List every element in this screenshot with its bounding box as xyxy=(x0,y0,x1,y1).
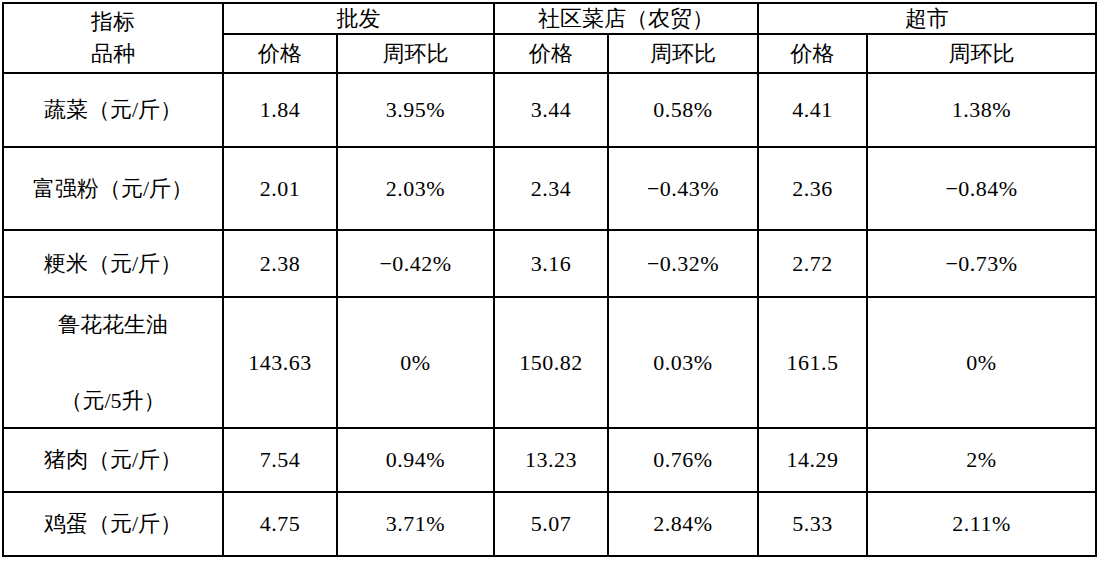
row-label-line1: 猪肉（元/斤） xyxy=(4,446,222,474)
group-header-row: 指标 品种 批发 社区菜店（农贸） 超市 xyxy=(3,3,1096,34)
cell-value: 161.5 xyxy=(758,297,867,428)
row-label: 蔬菜（元/斤） xyxy=(3,73,223,147)
cell-value: 3.44 xyxy=(494,73,608,147)
subheader-wholesale-price: 价格 xyxy=(223,34,337,73)
cell-value: 0.94% xyxy=(337,428,494,492)
cell-value: 143.63 xyxy=(223,297,337,428)
cell-value: 2.11% xyxy=(867,492,1096,556)
cell-value: 0.76% xyxy=(608,428,758,492)
table-row-pork: 猪肉（元/斤） 7.54 0.94% 13.23 0.76% 14.29 2% xyxy=(3,428,1096,492)
subheader-supermarket-wow: 周环比 xyxy=(867,34,1096,73)
cell-value: 0.58% xyxy=(608,73,758,147)
cell-value: 2.36 xyxy=(758,147,867,230)
row-label-line1: 鲁花花生油 xyxy=(58,311,168,339)
cell-value: 1.84 xyxy=(223,73,337,147)
row-label-line1: 蔬菜（元/斤） xyxy=(4,96,222,124)
cell-value: 4.75 xyxy=(223,492,337,556)
group-header-supermarket: 超市 xyxy=(758,3,1096,34)
cell-value: 2.01 xyxy=(223,147,337,230)
cell-value: 2.72 xyxy=(758,230,867,297)
cell-value: 7.54 xyxy=(223,428,337,492)
group-header-wholesale: 批发 xyxy=(223,3,494,34)
cell-value: −0.43% xyxy=(608,147,758,230)
price-comparison-table: 指标 品种 批发 社区菜店（农贸） 超市 价格 周环比 价格 周环比 价格 周环… xyxy=(2,2,1097,557)
cell-value: 13.23 xyxy=(494,428,608,492)
subheader-community-wow: 周环比 xyxy=(608,34,758,73)
cell-value: 0% xyxy=(337,297,494,428)
row-label-line1: 富强粉（元/斤） xyxy=(4,175,222,203)
cell-value: 4.41 xyxy=(758,73,867,147)
row-label-line1: 鸡蛋（元/斤） xyxy=(4,510,222,538)
cell-value: 1.38% xyxy=(867,73,1096,147)
row-label: 粳米（元/斤） xyxy=(3,230,223,297)
table-row-peanut-oil: 鲁花花生油 （元/5升） 143.63 0% 150.82 0.03% 161.… xyxy=(3,297,1096,428)
cell-value: 3.95% xyxy=(337,73,494,147)
row-label: 猪肉（元/斤） xyxy=(3,428,223,492)
cell-value: −0.32% xyxy=(608,230,758,297)
row-label: 鲁花花生油 （元/5升） xyxy=(3,297,223,428)
cell-value: 2.03% xyxy=(337,147,494,230)
row-label: 富强粉（元/斤） xyxy=(3,147,223,230)
table-row-eggs: 鸡蛋（元/斤） 4.75 3.71% 5.07 2.84% 5.33 2.11% xyxy=(3,492,1096,556)
cell-value: 2.38 xyxy=(223,230,337,297)
corner-label-line2: 品种 xyxy=(4,38,222,70)
group-header-community-store: 社区菜店（农贸） xyxy=(494,3,758,34)
cell-value: 0.03% xyxy=(608,297,758,428)
subheader-community-price: 价格 xyxy=(494,34,608,73)
cell-value: 5.33 xyxy=(758,492,867,556)
cell-value: 14.29 xyxy=(758,428,867,492)
corner-label-line1: 指标 xyxy=(4,6,222,38)
cell-value: −0.84% xyxy=(867,147,1096,230)
cell-value: −0.73% xyxy=(867,230,1096,297)
table-row-flour: 富强粉（元/斤） 2.01 2.03% 2.34 −0.43% 2.36 −0.… xyxy=(3,147,1096,230)
page: 指标 品种 批发 社区菜店（农贸） 超市 价格 周环比 价格 周环比 价格 周环… xyxy=(0,0,1098,561)
row-label-line1: 粳米（元/斤） xyxy=(4,250,222,278)
row-label-line2: （元/5升） xyxy=(60,387,165,415)
cell-value: 3.16 xyxy=(494,230,608,297)
cell-value: 2.84% xyxy=(608,492,758,556)
row-label: 鸡蛋（元/斤） xyxy=(3,492,223,556)
corner-header-cell: 指标 品种 xyxy=(3,3,223,73)
cell-value: 2% xyxy=(867,428,1096,492)
cell-value: 5.07 xyxy=(494,492,608,556)
subheader-wholesale-wow: 周环比 xyxy=(337,34,494,73)
table-row-vegetables: 蔬菜（元/斤） 1.84 3.95% 3.44 0.58% 4.41 1.38% xyxy=(3,73,1096,147)
cell-value: 3.71% xyxy=(337,492,494,556)
cell-value: 2.34 xyxy=(494,147,608,230)
cell-value: 0% xyxy=(867,297,1096,428)
cell-value: 150.82 xyxy=(494,297,608,428)
cell-value: −0.42% xyxy=(337,230,494,297)
table-row-rice: 粳米（元/斤） 2.38 −0.42% 3.16 −0.32% 2.72 −0.… xyxy=(3,230,1096,297)
subheader-supermarket-price: 价格 xyxy=(758,34,867,73)
